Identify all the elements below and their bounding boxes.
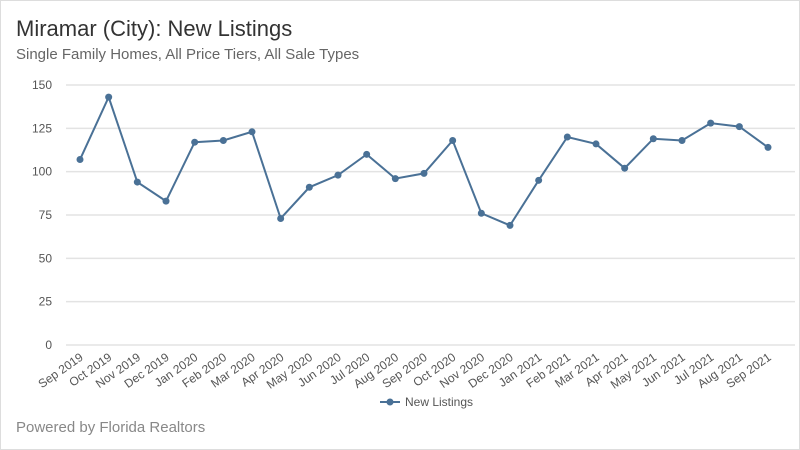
chart-subtitle: Single Family Homes, All Price Tiers, Al…	[16, 46, 359, 63]
data-point	[363, 150, 371, 158]
y-tick-label: 0	[45, 338, 52, 352]
data-point	[191, 138, 199, 146]
y-tick-label: 25	[39, 295, 53, 309]
data-point	[305, 183, 313, 191]
data-point	[248, 128, 256, 136]
data-point	[563, 133, 571, 141]
y-tick-label: 100	[32, 165, 52, 179]
data-point	[707, 119, 715, 127]
data-point	[133, 178, 141, 186]
y-tick-label: 50	[39, 251, 53, 265]
data-point	[535, 176, 543, 184]
data-point	[334, 171, 342, 179]
data-point	[735, 123, 743, 131]
data-point	[678, 136, 686, 144]
y-tick-label: 125	[32, 121, 52, 135]
footer: Powered by Florida Realtors	[16, 419, 205, 436]
y-tick-label: 150	[32, 78, 52, 92]
data-point	[477, 209, 485, 217]
data-point	[506, 221, 514, 229]
data-point	[764, 143, 772, 151]
data-point	[391, 175, 399, 183]
data-point	[621, 164, 629, 172]
data-point	[449, 136, 457, 144]
data-point	[649, 135, 657, 143]
y-tick-label: 75	[39, 208, 53, 222]
data-point	[105, 93, 113, 101]
chart-title: Miramar (City): New Listings	[16, 16, 292, 41]
data-point	[162, 197, 170, 205]
data-point	[277, 214, 285, 222]
data-point	[420, 169, 428, 177]
data-point	[219, 136, 227, 144]
legend-label: New Listings	[405, 395, 473, 409]
data-point	[76, 156, 84, 164]
data-point	[592, 140, 600, 148]
legend-marker	[386, 398, 394, 406]
